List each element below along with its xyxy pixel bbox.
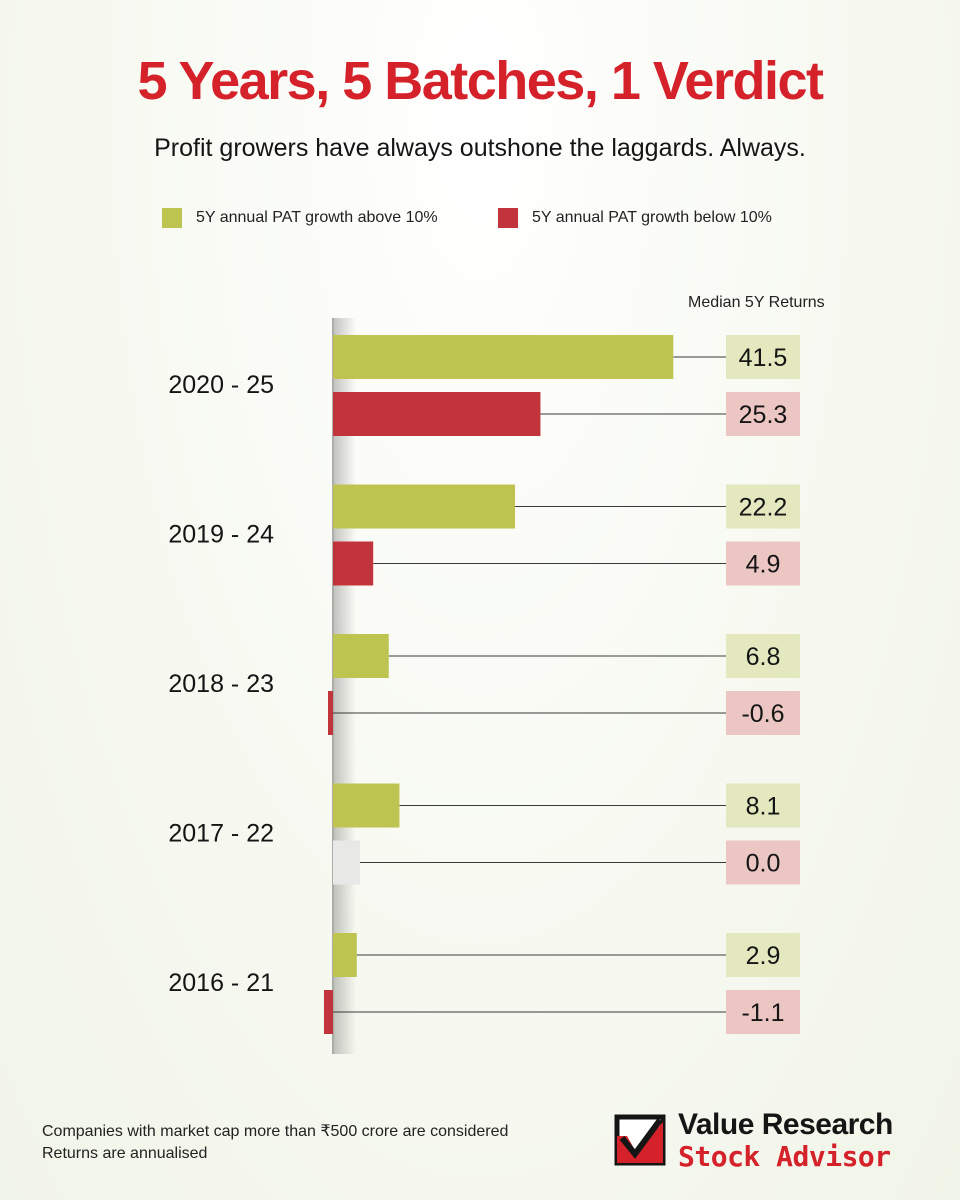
value-label-box <box>726 783 800 828</box>
value-label: -0.6 <box>741 700 784 728</box>
value-label: -1.1 <box>741 999 784 1027</box>
value-label-box <box>726 634 800 678</box>
value-label-box <box>726 335 800 379</box>
category-label: 2017 - 22 <box>168 820 274 848</box>
value-label: 0.0 <box>746 850 781 878</box>
category-label: 2018 - 23 <box>168 670 274 698</box>
value-label: 22.2 <box>739 494 788 522</box>
bar-below-10 <box>328 691 333 735</box>
bar-above-10 <box>333 933 357 977</box>
value-label-box <box>726 484 800 529</box>
footnote-market-cap: Companies with market cap more than ₹500… <box>42 1123 509 1140</box>
bar-above-10 <box>333 634 389 678</box>
legend-label-below: 5Y annual PAT growth below 10% <box>532 209 772 226</box>
value-label: 41.5 <box>739 344 788 372</box>
value-label-box <box>726 933 800 977</box>
value-label: 25.3 <box>739 401 788 429</box>
value-label-box <box>726 541 800 586</box>
brand-name: Value Research <box>678 1108 893 1141</box>
page-subtitle: Profit growers have always outshone the … <box>154 134 806 162</box>
bar-above-10 <box>333 335 674 379</box>
returns-column-header: Median 5Y Returns <box>688 294 825 311</box>
category-label: 2016 - 21 <box>168 969 274 997</box>
bar-below-10 <box>333 392 541 436</box>
legend-swatch-below <box>498 208 518 228</box>
category-label: 2020 - 25 <box>168 371 274 399</box>
category-label: 2019 - 24 <box>168 521 274 549</box>
value-label: 4.9 <box>746 551 781 579</box>
brand-product: Stock Advisor <box>678 1140 891 1173</box>
legend-label-above: 5Y annual PAT growth above 10% <box>196 209 438 226</box>
value-label: 6.8 <box>746 643 781 671</box>
value-label-box <box>726 990 800 1034</box>
legend-swatch-above <box>162 208 182 228</box>
bar-below-10 <box>323 990 333 1034</box>
value-label-box <box>726 691 800 735</box>
value-label: 8.1 <box>746 793 781 821</box>
page-title: 5 Years, 5 Batches, 1 Verdict <box>137 51 824 111</box>
value-label-box <box>726 840 800 885</box>
brand-logo: Value Research Stock Advisor <box>614 1108 914 1173</box>
bar-below-10 <box>333 840 360 885</box>
legend-item-above: 5Y annual PAT growth above 10% <box>162 208 438 228</box>
value-label-box <box>726 392 800 436</box>
bar-above-10 <box>333 783 400 828</box>
legend-item-below: 5Y annual PAT growth below 10% <box>498 208 772 228</box>
value-label: 2.9 <box>746 942 781 970</box>
bar-above-10 <box>333 484 516 529</box>
checkmark-box-icon <box>614 1114 666 1166</box>
footnote-annualised: Returns are annualised <box>42 1145 208 1162</box>
bar-below-10 <box>333 541 374 586</box>
